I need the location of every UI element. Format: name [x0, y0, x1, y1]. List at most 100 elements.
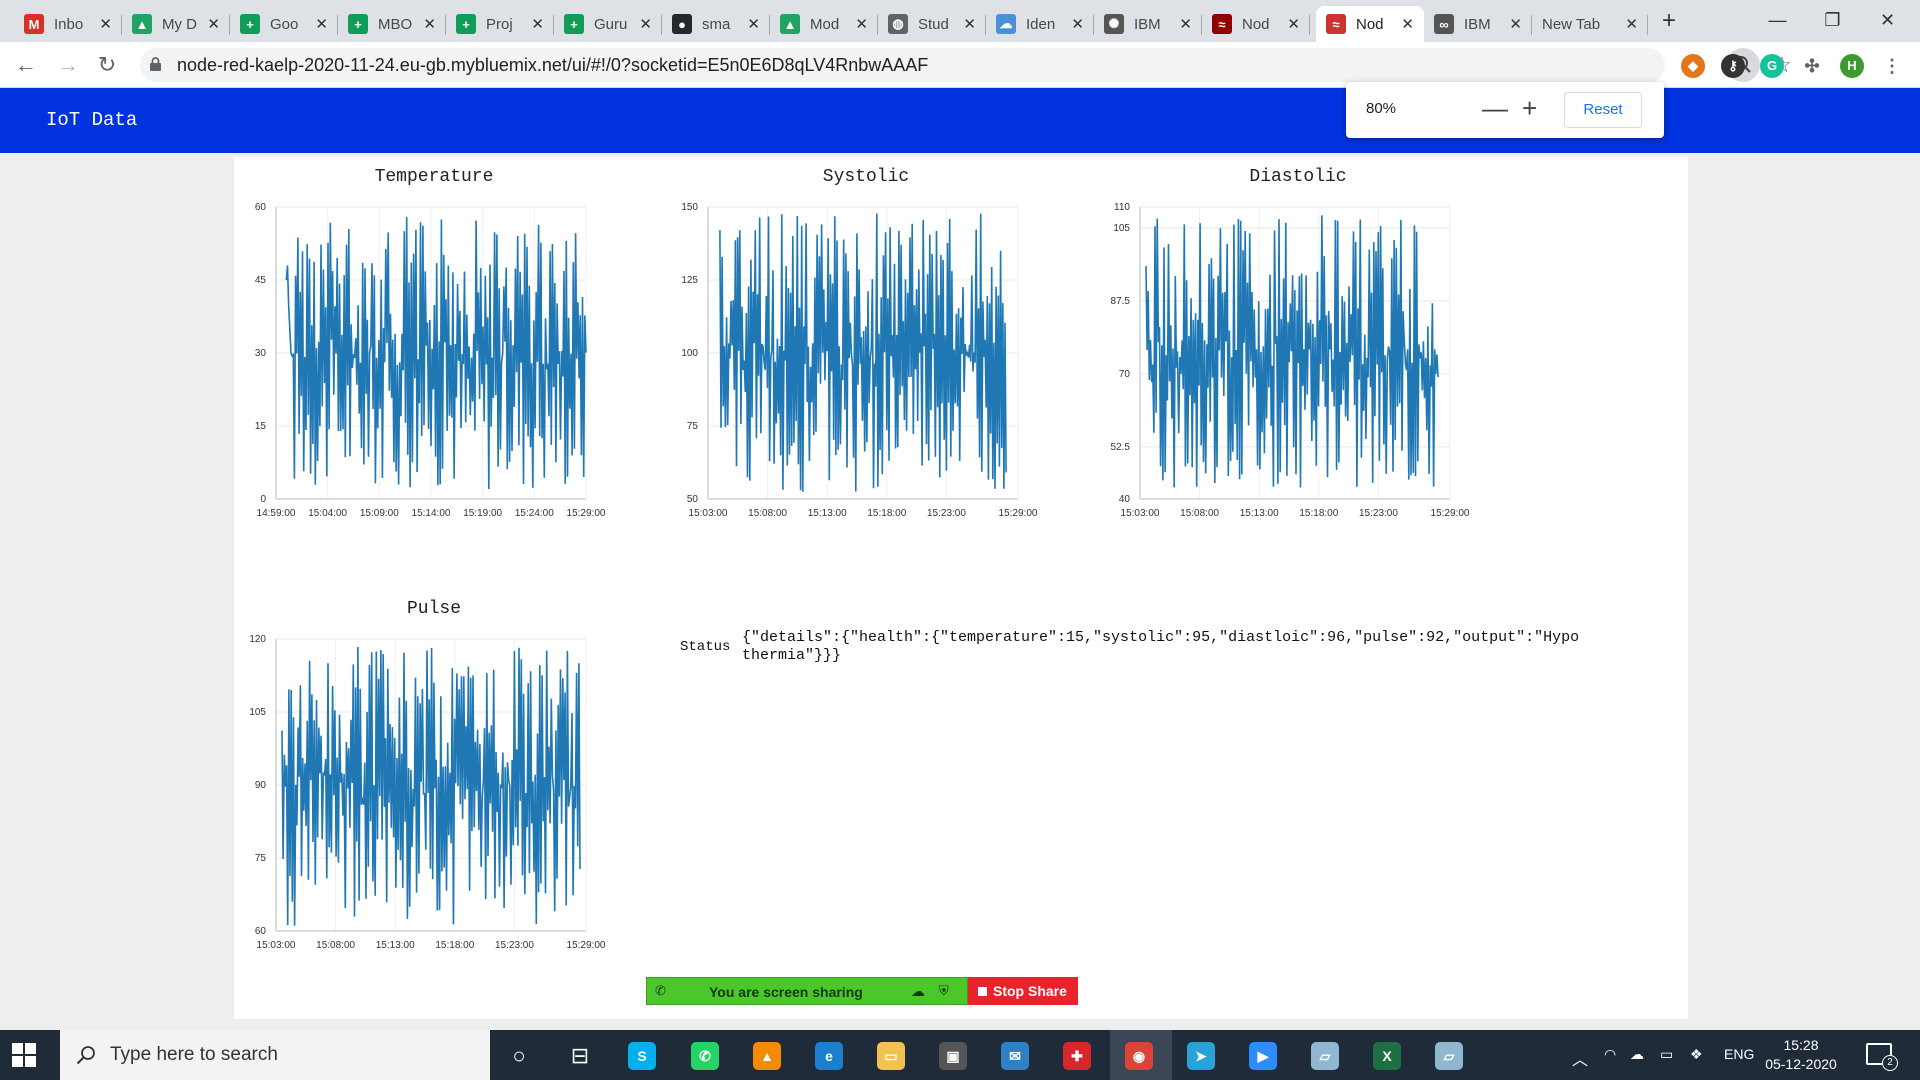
address-bar[interactable]: node-red-kaelp-2020-11-24.eu-gb.mybluemi… [140, 48, 1792, 82]
browser-tab[interactable]: + MBO ✕ [338, 6, 446, 42]
tab-close-icon[interactable]: ✕ [1625, 16, 1638, 33]
stop-share-label: Stop Share [993, 983, 1067, 999]
zoom-in-button[interactable]: + [1522, 93, 1538, 123]
taskbar-clock[interactable]: 15:28 05-12-2020 [1764, 1036, 1838, 1074]
browser-tab[interactable]: ☁ Iden ✕ [986, 6, 1094, 42]
notes-icon[interactable]: ▱ [1311, 1042, 1339, 1070]
tab-close-icon[interactable]: ✕ [1509, 16, 1522, 33]
zoom-reset-button[interactable]: Reset [1564, 92, 1642, 128]
battery-icon[interactable]: ▭ [1660, 1046, 1674, 1062]
tab-close-icon[interactable]: ✕ [1071, 16, 1084, 33]
dropbox-icon[interactable]: ❖ [1690, 1046, 1703, 1062]
browser-tab[interactable]: ∞ IBM ✕ [1424, 6, 1532, 42]
google-sheets-icon: + [348, 14, 368, 34]
browser-tab[interactable]: M Inbo ✕ [14, 6, 122, 42]
diastolic-chart-plot: 40 52.5 70 87.5 105 110 15:03:00 15:08:00 15:13:… [1111, 202, 1470, 519]
tab-close-icon[interactable]: ✕ [963, 16, 976, 33]
taskbar-search-box[interactable]: Type here to search [60, 1030, 490, 1080]
tab-label: sma [702, 15, 731, 33]
vlc-icon[interactable]: ▲ [753, 1042, 781, 1070]
stop-share-button[interactable]: Stop Share [968, 977, 1078, 1005]
minimize-window-button[interactable]: — [1768, 10, 1787, 30]
forward-button[interactable]: → [57, 52, 79, 77]
zoom-out-button[interactable]: — [1482, 93, 1508, 123]
mail-icon[interactable]: ✉ [1001, 1042, 1029, 1070]
series-line [1145, 215, 1439, 488]
file-explorer-icon[interactable]: ▭ [877, 1042, 905, 1070]
tab-separator [1531, 15, 1532, 35]
chart-title: Pulse [406, 599, 461, 619]
tab-close-icon[interactable]: ✕ [315, 16, 328, 33]
clock-date: 05-12-2020 [1765, 1056, 1837, 1072]
excel-icon[interactable]: X [1373, 1042, 1401, 1070]
browser-tab[interactable]: ≈ Nod ✕ [1316, 6, 1424, 42]
tab-label: New Tab [1542, 15, 1601, 33]
notes2-icon[interactable]: ▱ [1435, 1042, 1463, 1070]
reload-button[interactable]: ↻ [97, 52, 117, 77]
browser-tab[interactable]: ◍ Stud ✕ [878, 6, 986, 42]
new-tab-button[interactable]: + [1661, 7, 1676, 34]
onedrive-icon[interactable]: ☁ [1630, 1046, 1644, 1062]
back-button[interactable]: ← [15, 52, 37, 77]
task-view-icon[interactable]: ⊟ [570, 1043, 590, 1068]
metamask-extension-icon[interactable]: ◆ [1681, 54, 1705, 78]
browser-tab[interactable]: + Proj ✕ [446, 6, 554, 42]
screen-sharing-indicator[interactable]: ✆ You are screen sharing ☁ ⛨ [646, 977, 968, 1005]
browser-tab[interactable]: ≈ Nod ✕ [1202, 6, 1310, 42]
tab-label: IBM [1464, 15, 1491, 33]
gift-icon[interactable]: ✚ [1063, 1042, 1091, 1070]
tab-close-icon[interactable]: ✕ [1179, 16, 1192, 33]
chrome-icon[interactable]: ◉ [1125, 1042, 1153, 1070]
tab-separator [337, 15, 338, 35]
browser-tab[interactable]: New Tab ✕ [1532, 6, 1648, 42]
tab-close-icon[interactable]: ✕ [855, 16, 868, 33]
grammarly-extension-icon[interactable]: G [1760, 54, 1784, 78]
tab-separator [985, 15, 986, 35]
browser-tab[interactable]: ▲ My D ✕ [122, 6, 230, 42]
browser-tab[interactable]: + Goo ✕ [230, 6, 338, 42]
close-window-button[interactable]: ✕ [1879, 10, 1896, 30]
language-indicator[interactable]: ENG [1724, 1046, 1755, 1062]
y-tick-label: 75 [687, 421, 699, 432]
tab-close-icon[interactable]: ✕ [639, 16, 652, 33]
extensions-puzzle-icon[interactable]: ✣ [1800, 54, 1824, 78]
tab-close-icon[interactable]: ✕ [207, 16, 220, 33]
zoom-icon[interactable]: ▶ [1249, 1042, 1277, 1070]
browser-menu-icon[interactable]: ⋮ [1880, 54, 1904, 78]
profile-avatar[interactable]: H [1840, 54, 1864, 78]
edge-icon[interactable]: e [815, 1042, 843, 1070]
tab-close-icon[interactable]: ✕ [531, 16, 544, 33]
tab-separator [1647, 15, 1648, 35]
tray-chevron-icon[interactable]: ︿ [1572, 1052, 1589, 1069]
key-extension-icon[interactable]: ⚷ [1721, 54, 1745, 78]
maximize-window-button[interactable]: ❐ [1824, 10, 1841, 30]
cortana-icon[interactable]: ○ [512, 1043, 526, 1068]
browser-tab[interactable]: ▲ Mod ✕ [770, 6, 878, 42]
search-icon [76, 1046, 95, 1065]
wifi-icon[interactable]: ◠ [1604, 1046, 1617, 1062]
zoom-popup: 80% — + Reset [1346, 82, 1664, 138]
gmail-icon: M [24, 14, 44, 34]
whatsapp-icon[interactable]: ✆ [691, 1042, 719, 1070]
tab-separator [229, 15, 230, 35]
tab-close-icon[interactable]: ✕ [1287, 16, 1300, 33]
y-tick-label: 15 [255, 421, 267, 432]
telegram-icon[interactable]: ➤ [1187, 1042, 1215, 1070]
y-tick-label: 90 [255, 780, 267, 791]
windows-start-icon[interactable] [12, 1043, 36, 1067]
tab-close-icon[interactable]: ✕ [423, 16, 436, 33]
tab-label: Nod [1242, 15, 1270, 33]
browser-tab[interactable]: + Guru ✕ [554, 6, 662, 42]
y-tick-label: 45 [255, 275, 267, 286]
status-value: {"details":{"health":{"temperature":15,"… [742, 629, 1580, 664]
browser-tab[interactable]: ✺ IBM ✕ [1094, 6, 1202, 42]
tab-close-icon[interactable]: ✕ [1401, 16, 1414, 33]
x-tick-label: 15:23:00 [495, 940, 534, 951]
store-icon[interactable]: ▣ [939, 1042, 967, 1070]
x-tick-label: 15:04:00 [308, 508, 347, 519]
tab-close-icon[interactable]: ✕ [99, 16, 112, 33]
tab-close-icon[interactable]: ✕ [747, 16, 760, 33]
notification-center-icon[interactable]: 2 [1866, 1043, 1898, 1071]
browser-tab[interactable]: ● sma ✕ [662, 6, 770, 42]
skype-icon[interactable]: S [628, 1042, 656, 1070]
